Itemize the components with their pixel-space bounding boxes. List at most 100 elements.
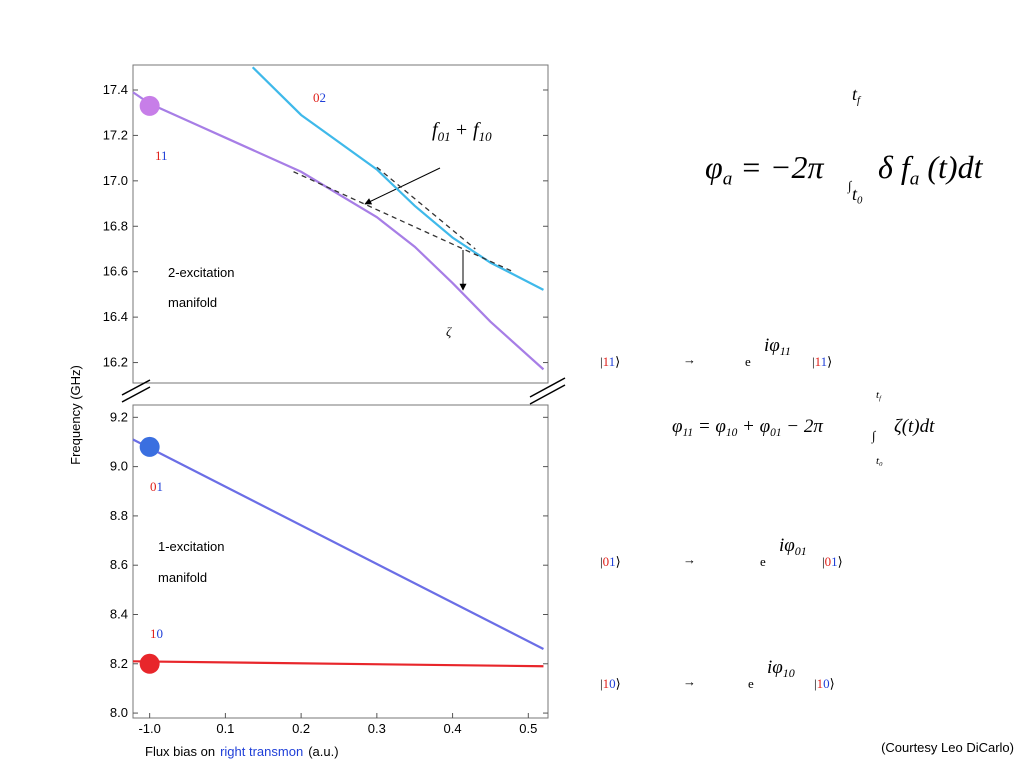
arrow: → <box>683 674 696 689</box>
ket: |01⟩ <box>822 554 843 569</box>
state-marker <box>139 653 160 674</box>
glyph: 0 <box>157 626 164 641</box>
coupling-part: f <box>432 119 440 141</box>
glyph: 1 <box>815 354 821 369</box>
glyph: 1 <box>821 354 827 369</box>
phase-factor: e <box>760 554 766 569</box>
integral-lower: t0 <box>852 184 863 207</box>
exponent-part: iφ <box>779 535 795 556</box>
glyph: 1 <box>831 554 838 569</box>
exponent-part: iφ <box>767 657 783 678</box>
state-marker <box>139 95 160 116</box>
glyph: 1 <box>603 676 610 691</box>
series-line <box>251 66 544 291</box>
formula-part: φ <box>672 416 683 437</box>
ket: |01⟩ <box>600 554 621 569</box>
formula: φa = −2π <box>705 149 824 189</box>
x-label-part: right transmon <box>220 744 303 759</box>
formula-part: 0 <box>879 461 883 468</box>
glyph: | <box>814 676 817 691</box>
glyph: 2 <box>320 90 327 105</box>
ket: |11⟩ <box>812 354 832 369</box>
formula-part: = −2π <box>740 149 824 185</box>
x-tick-label: -1.0 <box>138 721 160 736</box>
coupling-part: 10 <box>479 129 493 144</box>
x-tick-label: 0.5 <box>519 721 537 736</box>
formula-part: a <box>910 168 920 189</box>
manifold-label: 1-excitation <box>158 539 224 554</box>
glyph: 1 <box>155 148 161 163</box>
credit: (Courtesy Leo DiCarlo) <box>881 740 1014 755</box>
integrand: δ fa (t)dt <box>878 149 984 189</box>
formula: φ11 = φ10 + φ01 − 2π <box>672 416 823 439</box>
x-tick-label: 0.4 <box>444 721 462 736</box>
glyph: 0 <box>825 554 832 569</box>
x-tick-label: 0.1 <box>216 721 234 736</box>
coupling-arrow <box>364 167 441 205</box>
series-line <box>376 166 476 250</box>
glyph: ⟩ <box>827 354 832 369</box>
y-tick-label: 16.6 <box>103 264 128 279</box>
series-line <box>293 171 514 273</box>
glyph: ⟩ <box>615 354 620 369</box>
glyph: 1 <box>157 479 164 494</box>
phase-exponent: iφ10 <box>767 657 795 680</box>
formula-part: a <box>723 168 733 189</box>
series-line <box>132 660 544 668</box>
integral-sign: ∫ <box>847 178 853 194</box>
y-tick-label: 8.0 <box>110 705 128 720</box>
ket: |10⟩ <box>814 676 835 691</box>
glyph: | <box>600 554 603 569</box>
ket: |11⟩ <box>600 354 620 369</box>
y-tick-label: 16.8 <box>103 218 128 233</box>
glyph: | <box>822 554 825 569</box>
y-axis-label: Frequency (GHz) <box>68 365 83 465</box>
series-line <box>132 438 544 650</box>
y-tick-label: 8.4 <box>110 606 128 621</box>
formula-part: t <box>876 389 880 401</box>
y-tick-label: 8.8 <box>110 508 128 523</box>
state-label: 01 <box>150 479 163 494</box>
y-tick-label: 8.2 <box>110 656 128 671</box>
y-tick-label: 17.0 <box>103 173 128 188</box>
formula-part: ζ(t)dt <box>894 416 935 437</box>
manifold-label: 2-excitation <box>168 265 234 280</box>
top-frame <box>132 64 549 384</box>
phase-factor: e <box>745 354 751 369</box>
exponent-part: 11 <box>780 344 791 358</box>
formula-part: t <box>852 184 858 204</box>
formula-part: (t)dt <box>927 149 983 185</box>
state-marker <box>139 436 160 457</box>
integrand: ζ(t)dt <box>894 416 935 437</box>
y-tick-label: 9.2 <box>110 409 128 424</box>
coupling-label: f01 + f10 <box>432 119 492 144</box>
exponent-part: 10 <box>783 666 795 680</box>
glyph: 0 <box>603 554 610 569</box>
glyph: 0 <box>150 479 157 494</box>
integral-sign: ∫ <box>871 428 877 444</box>
y-tick-label: 16.4 <box>103 309 128 324</box>
glyph: | <box>600 676 603 691</box>
glyph: 0 <box>609 676 616 691</box>
formula-part: 11 <box>683 427 694 439</box>
state-label: 11 <box>155 148 168 163</box>
y-tick-label: 17.2 <box>103 127 128 142</box>
glyph: 1 <box>609 554 616 569</box>
manifold-label: manifold <box>158 570 207 585</box>
exponent-part: iφ <box>764 335 780 356</box>
integral-upper: tf <box>876 389 882 402</box>
state-label: 10 <box>150 626 163 641</box>
glyph: 1 <box>603 354 609 369</box>
state-label: 02 <box>313 90 326 105</box>
coupling-part: 01 <box>438 129 451 144</box>
x-tick-label: 0.2 <box>292 721 310 736</box>
phase-factor: e <box>748 676 754 691</box>
x-label-part: Flux bias on <box>145 744 215 759</box>
manifold-label: manifold <box>168 295 217 310</box>
glyph: 1 <box>150 626 157 641</box>
y-tick-label: 8.6 <box>110 557 128 572</box>
x-tick-label: 0.3 <box>368 721 386 736</box>
